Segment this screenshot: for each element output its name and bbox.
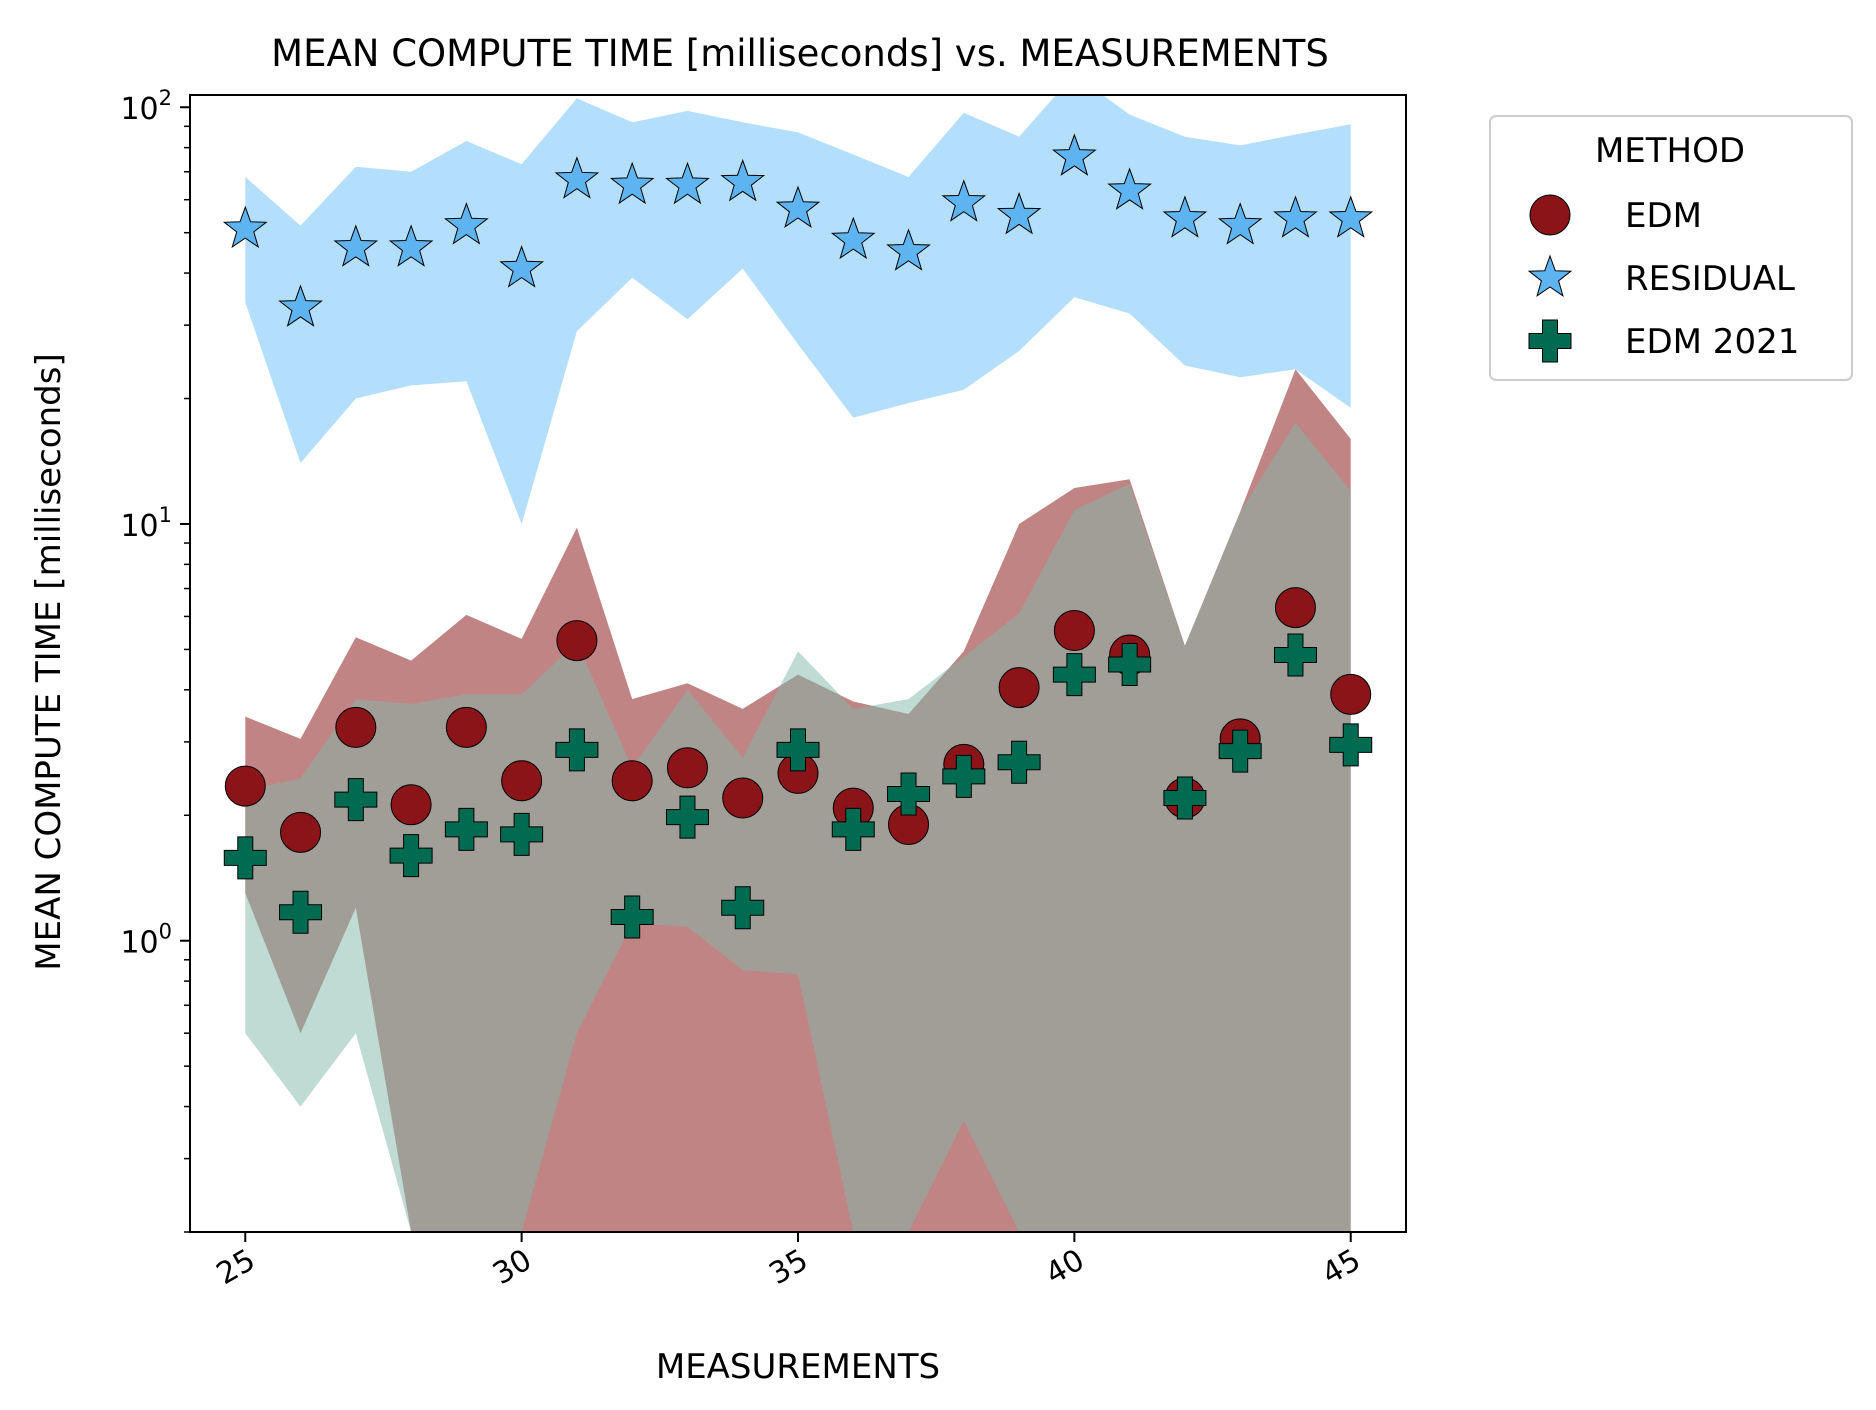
- y-tick-label-1: 100: [120, 920, 172, 961]
- point-edm-26: [280, 811, 322, 853]
- point-edm-45: [1330, 673, 1372, 715]
- point-residual-33: [665, 161, 710, 205]
- point-residual-44: [1273, 195, 1318, 238]
- point-edm-29: [445, 706, 487, 748]
- y-axis-ticks: 100 101 102: [120, 86, 190, 1233]
- point-residual-40: [1051, 133, 1097, 176]
- legend-box: [1489, 115, 1853, 381]
- point-edm-30: [501, 760, 543, 802]
- point-residual-26: [278, 284, 323, 327]
- point-edm-2021-32: [610, 895, 654, 939]
- point-residual-43: [1217, 202, 1263, 245]
- point-edm-34: [722, 777, 764, 819]
- point-edm-2021-34: [721, 886, 765, 930]
- point-edm-40: [1053, 610, 1095, 652]
- point-residual-32: [609, 161, 655, 205]
- y-tick-label-100: 102: [120, 86, 172, 127]
- point-residual-25: [222, 205, 268, 249]
- point-edm-28: [390, 784, 432, 826]
- series-markers: [222, 133, 1374, 939]
- legend-marker-edm: [1529, 194, 1571, 236]
- y-axis-label: MEAN COMPUTE TIME [milliseconds]: [29, 353, 69, 970]
- point-edm-2021-43: [1218, 729, 1262, 773]
- legend-marker-edm-2021: [1528, 319, 1572, 363]
- point-residual-42: [1162, 195, 1208, 238]
- point-edm-2021-30: [500, 812, 544, 856]
- point-residual-36: [830, 216, 876, 260]
- legend-entries: EDM RESIDUAL EDM 2021: [1527, 194, 1799, 363]
- point-residual-29: [443, 202, 489, 245]
- point-edm-2021-40: [1052, 653, 1096, 697]
- point-edm-2021-36: [831, 807, 875, 851]
- x-axis-label: MEASUREMENTS: [656, 1347, 940, 1387]
- point-edm-2021-27: [334, 778, 378, 822]
- point-residual-30: [499, 245, 545, 288]
- point-edm-2021-45: [1329, 723, 1373, 767]
- point-edm-2021-31: [555, 728, 599, 772]
- point-edm-44: [1274, 587, 1316, 629]
- point-edm-2021-38: [942, 754, 986, 798]
- point-edm-2021-44: [1273, 633, 1317, 677]
- legend-label-edm: EDM: [1625, 196, 1702, 236]
- legend-label-residual: RESIDUAL: [1625, 259, 1795, 299]
- point-edm-2021-39: [997, 740, 1041, 784]
- point-residual-31: [554, 156, 600, 199]
- point-residual-39: [996, 191, 1042, 235]
- point-residual-28: [388, 224, 434, 267]
- legend: METHOD EDM RESIDUAL EDM 2021: [1489, 115, 1853, 381]
- chart-title: MEAN COMPUTE TIME [milliseconds] vs. MEA…: [271, 32, 1329, 75]
- point-edm-2021-33: [665, 795, 709, 839]
- point-edm-2021-42: [1163, 776, 1207, 820]
- legend-marker-residual: [1527, 254, 1573, 297]
- point-edm-32: [611, 760, 653, 802]
- point-residual-35: [775, 185, 821, 228]
- point-edm-25: [224, 765, 266, 807]
- point-edm-2021-26: [279, 890, 323, 934]
- point-residual-38: [941, 179, 987, 222]
- point-edm-2021-35: [776, 728, 820, 772]
- point-edm-39: [998, 667, 1040, 709]
- point-residual-27: [333, 224, 379, 267]
- band-residual: [245, 95, 1351, 524]
- point-edm-31: [556, 620, 598, 662]
- legend-title: METHOD: [1595, 131, 1745, 171]
- point-edm-33: [666, 747, 708, 789]
- y-tick-label-10: 101: [120, 503, 172, 544]
- point-edm-27: [335, 706, 377, 748]
- legend-label-edm-2021: EDM 2021: [1625, 322, 1799, 362]
- point-edm-2021-41: [1108, 643, 1152, 687]
- point-edm-2021-37: [887, 772, 931, 816]
- point-residual-34: [720, 158, 766, 202]
- point-residual-45: [1328, 195, 1374, 238]
- point-edm-2021-28: [389, 834, 433, 878]
- point-edm-2021-25: [223, 836, 267, 880]
- point-residual-41: [1107, 167, 1153, 210]
- point-residual-37: [886, 228, 931, 271]
- point-edm-2021-29: [444, 807, 488, 851]
